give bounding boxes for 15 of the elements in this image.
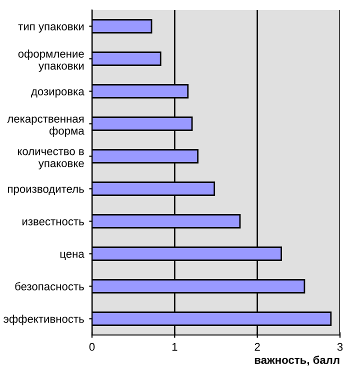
y-tick-label: известность xyxy=(22,219,84,226)
y-tick-label: цена xyxy=(60,252,84,260)
y-tick-label: оформление упаковки xyxy=(18,50,84,72)
y-tick-label: производитель xyxy=(8,186,84,196)
x-tick-label: 0 xyxy=(89,342,95,351)
x-tick-label: 2 xyxy=(254,342,260,351)
x-axis-title: важность, балл xyxy=(254,356,340,366)
y-tick-label: тип упаковки xyxy=(18,24,84,33)
y-tick-label: количество в упаковке xyxy=(18,149,84,170)
y-tick-label: эффективность xyxy=(4,314,84,326)
x-tick-label: 3 xyxy=(337,342,343,351)
y-tick-label: дозировка xyxy=(31,89,84,98)
y-tick-label: безопасность xyxy=(15,282,84,290)
y-tick-label: лекарственная форма xyxy=(7,116,84,137)
x-tick-label: 1 xyxy=(172,343,178,351)
